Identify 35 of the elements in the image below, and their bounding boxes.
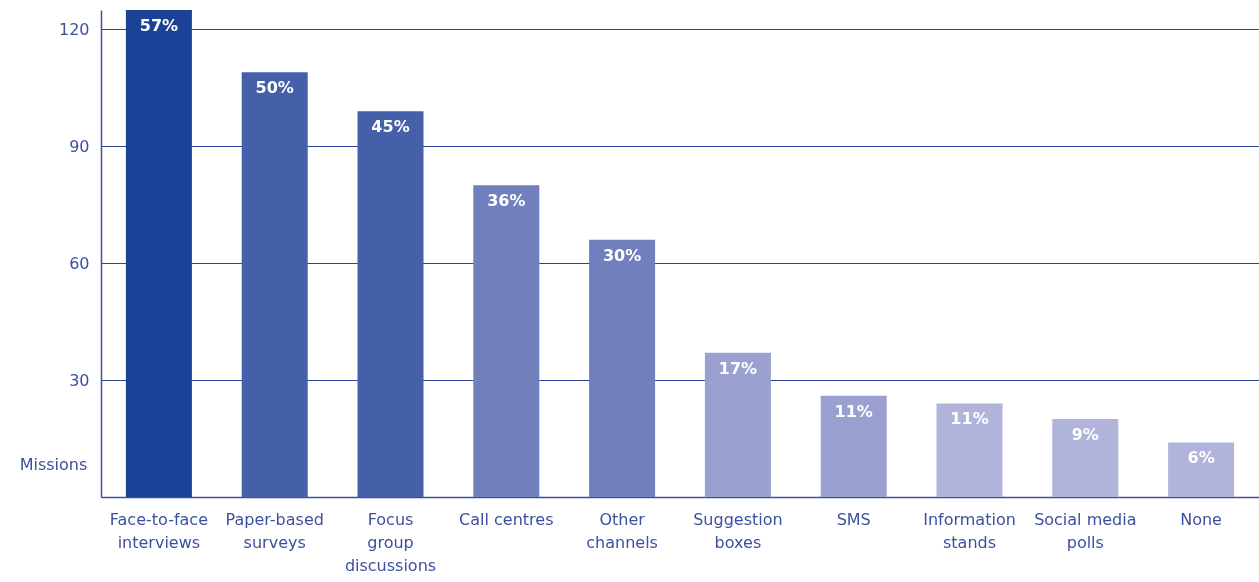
bar [820,395,887,497]
x-tick-label: Call centres [459,509,554,529]
bar [589,239,656,497]
bar [125,10,192,497]
bar [704,352,771,497]
annotation: 9% [1071,425,1099,445]
annotation: 50% [255,78,294,98]
x-tick-label: Focus group discussions [344,509,437,575]
bar [1052,419,1119,497]
annotation: 36% [487,191,526,211]
y-tick-label: 120 [58,19,90,39]
annotation: 17% [718,358,758,378]
y-tick-label: 60 [69,253,90,273]
annotation: 11% [950,409,989,429]
x-tick-label: Other channels [586,509,658,552]
x-tick-label: Face-to-face interviews [109,509,208,552]
x-tick-label: Suggestion boxes [693,509,783,552]
x-tick-label: Social media polls [1034,509,1137,552]
bar [936,403,1003,497]
x-tick-label: SMS [836,509,871,529]
bar [473,185,540,497]
y-axis-title: Missions [19,454,88,474]
bar [241,72,308,497]
annotation: 30% [602,245,642,265]
annotation: 45% [371,117,410,137]
x-tick-label: Paper-based surveys [225,509,324,552]
bar [357,111,424,497]
y-tick-label: 30 [69,370,90,390]
annotation: 11% [834,401,873,421]
bar [1168,442,1235,497]
y-tick-label: 90 [69,136,90,156]
x-tick-label: Information stands [923,509,1016,552]
x-tick-label: None [1180,509,1222,529]
annotation: 6% [1187,448,1215,468]
annotation: 57% [139,16,179,35]
